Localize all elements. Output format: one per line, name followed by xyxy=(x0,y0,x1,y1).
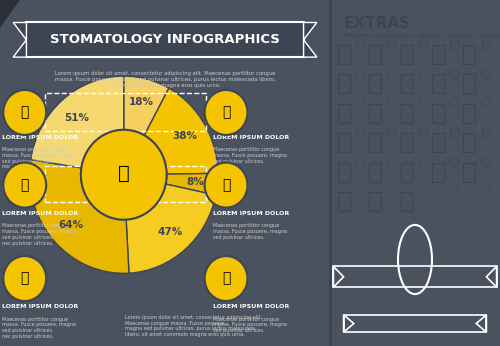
Polygon shape xyxy=(304,40,317,57)
Text: ⬡: ⬡ xyxy=(417,38,428,52)
Text: 38%: 38% xyxy=(172,131,198,141)
Text: ⬡: ⬡ xyxy=(417,127,428,140)
Text: ⬡: ⬡ xyxy=(448,68,459,81)
Text: 18%: 18% xyxy=(129,97,154,107)
Text: LOREM IPSUM DOLOR: LOREM IPSUM DOLOR xyxy=(213,211,289,216)
Text: ⬡: ⬡ xyxy=(354,127,365,140)
Circle shape xyxy=(4,90,46,135)
Text: ⬡: ⬡ xyxy=(354,185,365,199)
Text: ⬡: ⬡ xyxy=(448,97,459,110)
Wedge shape xyxy=(144,88,218,174)
Wedge shape xyxy=(30,160,129,273)
Text: LOREM IPSUM DOLOR: LOREM IPSUM DOLOR xyxy=(2,304,78,309)
Polygon shape xyxy=(13,40,26,57)
Text: Lorem ipsum dolor sit amet, consectetur adipiscing elit.
Maecenas congue massa. : Lorem ipsum dolor sit amet, consectetur … xyxy=(126,315,262,337)
Text: LOREM IPSUM DOLOR: LOREM IPSUM DOLOR xyxy=(213,304,289,309)
Text: ⬡: ⬡ xyxy=(386,185,396,199)
Text: ⬡: ⬡ xyxy=(354,38,365,52)
Text: Maecenas porttitor congue
massa. Fusce posuere, magna
sed pulvinar ultrices.: Maecenas porttitor congue massa. Fusce p… xyxy=(213,147,287,164)
Text: 64%: 64% xyxy=(58,220,83,230)
Text: ⬡: ⬡ xyxy=(480,127,490,140)
Text: ⬡: ⬡ xyxy=(480,97,490,110)
Wedge shape xyxy=(126,184,216,273)
Circle shape xyxy=(204,256,248,301)
Text: Lorem ipsum dolor sit amet, consectetur adipiscing elit. Maecenas porttitor cong: Lorem ipsum dolor sit amet, consectetur … xyxy=(54,71,276,88)
Text: ⬡: ⬡ xyxy=(448,127,459,140)
Text: ⬡: ⬡ xyxy=(417,156,428,169)
Text: 🦷: 🦷 xyxy=(20,272,29,285)
Text: Maecenas porttitor congue
massa. Fusce posuere, magna
sed pulvinar ultrices,
nec: Maecenas porttitor congue massa. Fusce p… xyxy=(2,147,76,170)
Text: ⬡: ⬡ xyxy=(386,38,396,52)
Text: 🦷: 🦷 xyxy=(222,178,230,192)
Text: 🦷: 🦷 xyxy=(20,106,29,119)
Text: 47%: 47% xyxy=(158,227,183,237)
Text: ⬡: ⬡ xyxy=(417,97,428,110)
Text: ⬡: ⬡ xyxy=(480,185,490,199)
Text: Maecenas porttitor congue
massa. Fusce posuere, magna
sed pulvinar ultrices.: Maecenas porttitor congue massa. Fusce p… xyxy=(213,317,287,333)
Text: ⬡: ⬡ xyxy=(386,68,396,81)
Text: 8%: 8% xyxy=(186,177,204,187)
Text: Free fonts used: Dense - Regular, Capsoula - Regular: Free fonts used: Dense - Regular, Capsou… xyxy=(344,33,500,38)
Text: LOREM IPSUM DOLOR: LOREM IPSUM DOLOR xyxy=(2,211,78,216)
Text: ⬡: ⬡ xyxy=(480,68,490,81)
Text: ⬡: ⬡ xyxy=(448,38,459,52)
Wedge shape xyxy=(166,173,218,195)
Text: 🦷: 🦷 xyxy=(222,106,230,119)
Text: ⬡: ⬡ xyxy=(480,156,490,169)
Polygon shape xyxy=(304,22,317,40)
Text: ⬡: ⬡ xyxy=(417,185,428,199)
Text: ⬡: ⬡ xyxy=(386,97,396,110)
Text: LOREM IPSUM DOLOR: LOREM IPSUM DOLOR xyxy=(2,135,78,140)
Text: Maecenas porttitor congue
massa. Fusce posuere, magna
sed pulvinar ultrices,
nec: Maecenas porttitor congue massa. Fusce p… xyxy=(2,317,76,339)
Text: ⬡: ⬡ xyxy=(480,38,490,52)
Text: ⬡: ⬡ xyxy=(354,97,365,110)
Text: 🦷: 🦷 xyxy=(20,178,29,192)
Wedge shape xyxy=(124,76,169,135)
Text: Maecenas porttitor congue
massa. Fusce posuere, magna
sed pulvinar ultrices,
nec: Maecenas porttitor congue massa. Fusce p… xyxy=(2,223,76,246)
Text: STOMATOLOGY INFOGRAPHICS: STOMATOLOGY INFOGRAPHICS xyxy=(50,33,280,46)
Text: ⬡: ⬡ xyxy=(386,127,396,140)
Wedge shape xyxy=(31,76,124,168)
Text: Maecenas porttitor congue
massa. Fusce posuere, magna
sed pulvinar ultrices.: Maecenas porttitor congue massa. Fusce p… xyxy=(213,223,287,240)
Text: ⬡: ⬡ xyxy=(354,156,365,169)
Text: 🦷: 🦷 xyxy=(118,164,130,182)
Circle shape xyxy=(204,163,248,208)
Text: ⬡: ⬡ xyxy=(386,156,396,169)
Polygon shape xyxy=(0,0,20,28)
Text: 🦷: 🦷 xyxy=(222,272,230,285)
Circle shape xyxy=(204,90,248,135)
Text: ⬡: ⬡ xyxy=(448,156,459,169)
Circle shape xyxy=(4,256,46,301)
Text: EXTRAS: EXTRAS xyxy=(344,16,410,30)
Text: ⬡: ⬡ xyxy=(417,68,428,81)
Text: 51%: 51% xyxy=(64,112,90,122)
FancyBboxPatch shape xyxy=(26,22,303,57)
Text: ⬡: ⬡ xyxy=(354,68,365,81)
Text: LOREM IPSUM DOLOR: LOREM IPSUM DOLOR xyxy=(213,135,289,140)
Circle shape xyxy=(4,163,46,208)
Text: ⬡: ⬡ xyxy=(448,185,459,199)
Polygon shape xyxy=(13,22,26,40)
Circle shape xyxy=(81,130,166,220)
